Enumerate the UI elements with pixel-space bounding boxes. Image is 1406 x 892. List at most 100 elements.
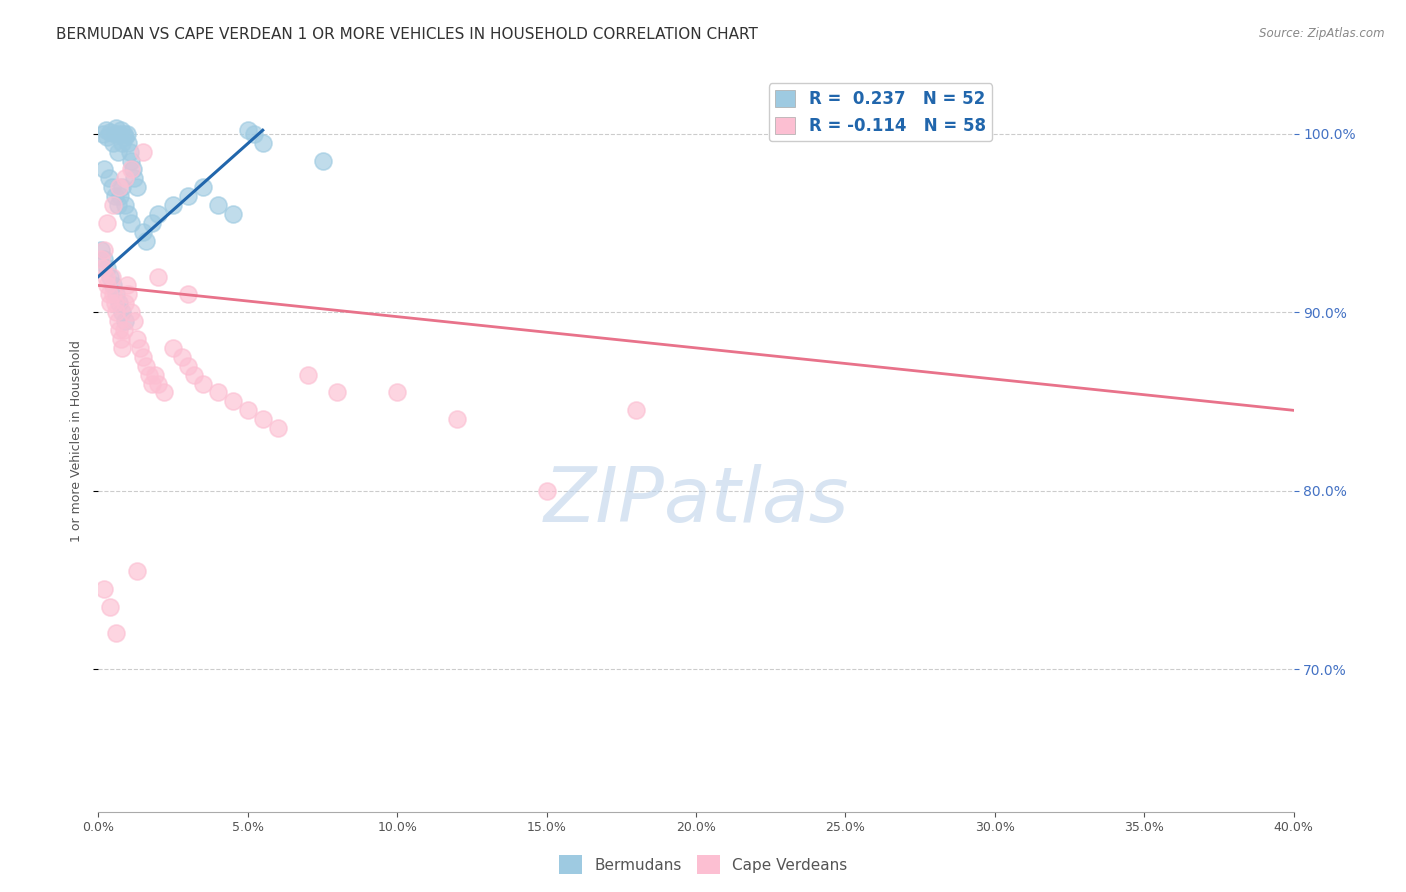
Point — [94, 123, 117, 137]
Point — [124, 171, 146, 186]
Point — [127, 564, 149, 578]
Point — [91, 127, 114, 141]
Point — [117, 136, 139, 150]
Point — [108, 189, 131, 203]
Point — [111, 305, 134, 319]
Point — [127, 332, 149, 346]
Point — [311, 153, 333, 168]
Point — [252, 136, 274, 150]
Point — [93, 252, 115, 266]
Point — [111, 180, 134, 194]
Text: Source: ZipAtlas.com: Source: ZipAtlas.com — [1260, 27, 1385, 40]
Point — [98, 296, 122, 310]
Point — [141, 216, 163, 230]
Point — [124, 314, 146, 328]
Point — [94, 269, 117, 284]
Point — [96, 130, 118, 145]
Text: ZIPatlas: ZIPatlas — [543, 464, 849, 538]
Point — [97, 171, 120, 186]
Point — [114, 171, 136, 186]
Point — [626, 403, 648, 417]
Point — [172, 350, 194, 364]
Point — [90, 243, 112, 257]
Point — [105, 626, 128, 640]
Point — [243, 127, 266, 141]
Point — [101, 180, 124, 194]
Point — [207, 385, 229, 400]
Point — [162, 198, 184, 212]
Point — [107, 314, 129, 328]
Point — [138, 368, 160, 382]
Point — [135, 359, 157, 373]
Point — [183, 368, 205, 382]
Point — [112, 323, 135, 337]
Point — [98, 125, 122, 139]
Point — [148, 269, 170, 284]
Point — [93, 243, 115, 257]
Point — [120, 153, 142, 168]
Point — [177, 189, 200, 203]
Point — [108, 323, 131, 337]
Point — [132, 350, 155, 364]
Point — [127, 180, 149, 194]
Point — [222, 394, 245, 409]
Point — [107, 198, 129, 212]
Point — [117, 207, 139, 221]
Point — [104, 189, 127, 203]
Point — [129, 341, 152, 355]
Point — [98, 599, 122, 614]
Point — [120, 216, 142, 230]
Point — [114, 198, 136, 212]
Point — [90, 252, 112, 266]
Point — [148, 207, 170, 221]
Point — [101, 269, 124, 284]
Point — [105, 287, 128, 301]
Point — [446, 412, 468, 426]
Y-axis label: 1 or more Vehicles in Household: 1 or more Vehicles in Household — [70, 341, 83, 542]
Point — [97, 287, 120, 301]
Point — [114, 130, 136, 145]
Point — [111, 136, 134, 150]
Point — [141, 376, 163, 391]
Point — [108, 127, 131, 141]
Point — [115, 127, 138, 141]
Text: BERMUDAN VS CAPE VERDEAN 1 OR MORE VEHICLES IN HOUSEHOLD CORRELATION CHART: BERMUDAN VS CAPE VERDEAN 1 OR MORE VEHIC… — [56, 27, 758, 42]
Point — [177, 359, 200, 373]
Point — [143, 368, 166, 382]
Point — [148, 376, 170, 391]
Point — [207, 198, 229, 212]
Point — [112, 127, 135, 141]
Point — [105, 121, 128, 136]
Point — [132, 225, 155, 239]
Point — [108, 296, 131, 310]
Point — [326, 385, 349, 400]
Point — [297, 368, 319, 382]
Point — [96, 278, 118, 293]
Point — [115, 278, 138, 293]
Point — [236, 403, 259, 417]
Point — [117, 287, 139, 301]
Legend: R =  0.237   N = 52, R = -0.114   N = 58: R = 0.237 N = 52, R = -0.114 N = 58 — [769, 83, 993, 142]
Point — [98, 269, 122, 284]
Point — [96, 260, 118, 275]
Point — [103, 198, 125, 212]
Point — [114, 314, 136, 328]
Point — [536, 483, 558, 498]
Point — [267, 421, 290, 435]
Point — [93, 582, 115, 596]
Point — [110, 332, 132, 346]
Point — [222, 207, 245, 221]
Point — [104, 296, 127, 310]
Point — [103, 136, 125, 150]
Point — [120, 305, 142, 319]
Point — [96, 216, 118, 230]
Point — [132, 145, 155, 159]
Point — [104, 127, 127, 141]
Point — [120, 162, 142, 177]
Point — [191, 180, 214, 194]
Point — [105, 305, 128, 319]
Point — [103, 287, 125, 301]
Point — [110, 123, 132, 137]
Point — [91, 260, 114, 275]
Point — [107, 145, 129, 159]
